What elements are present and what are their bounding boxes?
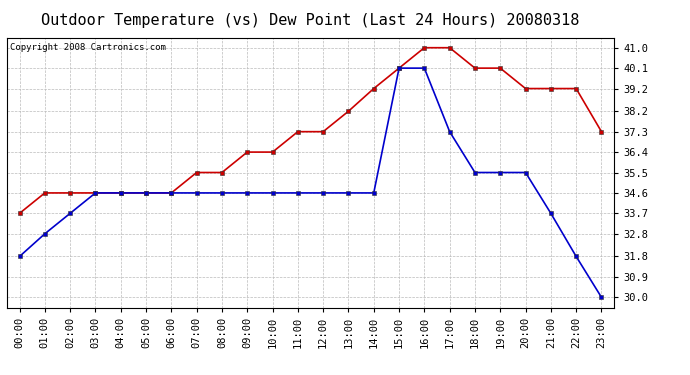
Text: Outdoor Temperature (vs) Dew Point (Last 24 Hours) 20080318: Outdoor Temperature (vs) Dew Point (Last…	[41, 13, 580, 28]
Text: Copyright 2008 Cartronics.com: Copyright 2008 Cartronics.com	[10, 43, 166, 52]
